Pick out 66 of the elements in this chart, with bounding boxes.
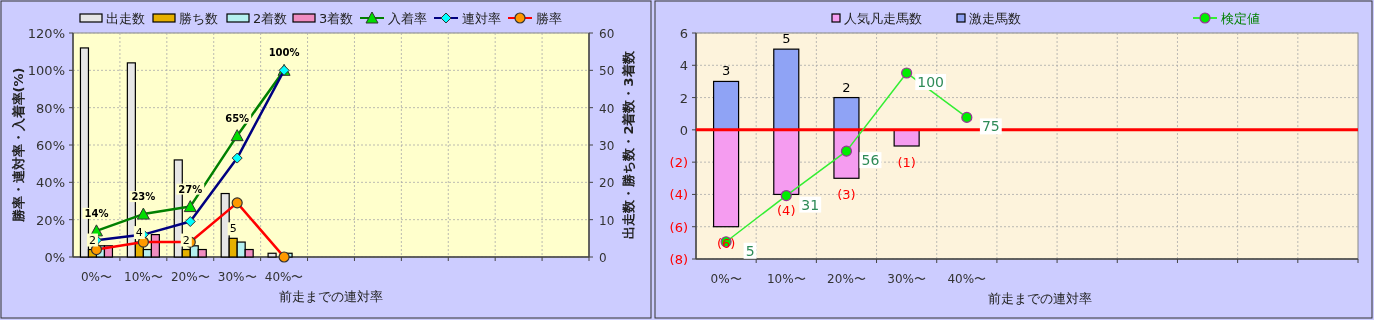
legend-label: 入着率 [388,11,427,26]
y-tick-label: 2 [679,90,688,106]
data-label: 23% [131,191,156,203]
y-tick-label: (2) [669,155,688,171]
data-label: 14% [84,207,109,219]
legend-label: 出走数 [106,11,145,26]
data-label: (4) [777,203,796,219]
data-label: 27% [178,183,203,195]
y-tick-label: 40% [36,175,65,191]
y-tick-label: 0 [679,122,688,138]
x-tick-label: 10%〜 [124,270,163,284]
data-label: 5 [229,222,237,236]
y-tick-label: 4 [679,58,688,74]
legend-label: 2着数 [253,11,288,26]
data-label: 75 [981,118,1000,135]
x-tick-label: 20%〜 [170,270,210,284]
legend-label: 人気凡走馬数 [844,11,922,26]
x-tick-label: 20%〜 [827,272,866,286]
y-tick-label: 0% [44,250,65,265]
legend-label: 検定値 [1221,11,1260,26]
x-tick-label: 40%〜 [947,272,987,286]
x-tick-label: 10%〜 [766,272,806,286]
y-tick-label: 6 [679,26,688,41]
y2-tick-label: 40 [599,101,615,116]
data-label: 5 [782,31,791,47]
data-label: 3 [721,63,731,79]
x-tick-label: 0%〜 [80,270,112,284]
y-tick-label: (4) [669,187,688,203]
x-axis-title: 前走までの連対率 [279,289,383,304]
data-label: 100 [917,73,944,90]
legend-label: 勝率 [536,11,562,26]
data-label: 31 [801,196,820,213]
x-tick-label: 30%〜 [887,272,926,286]
legend-label: 連対率 [462,11,501,26]
y-tick-label: 20% [36,212,65,228]
data-label: (1) [897,155,916,170]
legend-label: 勝ち数 [179,11,218,26]
y-tick-label: (6) [669,219,688,235]
x-tick-label: 40%〜 [264,270,304,284]
data-label: 56 [861,152,880,169]
legend-label: 3着数 [319,11,354,26]
data-label: 65% [225,112,250,124]
data-label: 2 [88,233,96,247]
y-tick-label: 120% [27,26,65,41]
data-label: 2 [182,233,190,247]
data-label: (3) [837,187,856,203]
x-tick-label: 0%〜 [710,272,742,286]
y-tick-label: 60% [36,138,65,153]
data-label: 100% [268,47,300,59]
x-axis-title: 前走までの連対率 [988,291,1092,306]
data-label: 5 [745,242,755,259]
y-axis-title: 勝率・連対率・入着率(%) [11,67,26,224]
legend-label: 激走馬数 [969,11,1021,26]
data-label: 4 [135,226,143,240]
x-tick-label: 30%〜 [217,270,257,284]
y2-tick-label: 0 [599,251,607,265]
y-tick-label: 80% [36,100,65,116]
y2-tick-label: 60 [599,27,615,41]
y2-tick-label: 30 [599,139,615,153]
y2-tick-label: 20 [599,176,615,191]
y2-tick-label: 50 [599,64,615,79]
y2-axis-title: 出走数・勝ち数・2着数・3着数 [621,50,636,239]
y2-tick-label: 10 [599,213,615,228]
data-label: 2 [842,79,851,95]
y-tick-label: (8) [669,252,688,267]
y-tick-label: 100% [27,63,65,79]
